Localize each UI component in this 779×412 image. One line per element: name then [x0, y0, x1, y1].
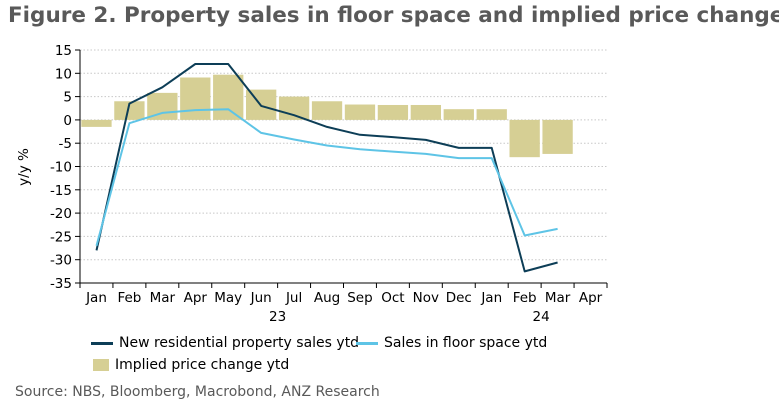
x-tick-label: Mar — [545, 290, 571, 306]
y-tick-label: 15 — [55, 43, 72, 59]
price-change-bar — [311, 101, 343, 120]
chart-title: Figure 2. Property sales in floor space … — [8, 3, 779, 28]
price-change-bar — [213, 74, 244, 120]
x-year-label: 23 — [269, 309, 286, 325]
price-change-bar — [509, 119, 540, 158]
y-tick-label: -5 — [59, 136, 72, 152]
legend-swatch-light-line — [356, 341, 378, 345]
x-tick-label: Nov — [413, 290, 439, 306]
legend-label-implied-price: Implied price change ytd — [115, 357, 290, 373]
price-change-bar — [443, 109, 474, 120]
y-tick-label: -15 — [50, 183, 72, 199]
price-change-bar — [278, 96, 310, 120]
price-change-bar — [344, 104, 376, 120]
x-tick-label: Apr — [579, 290, 603, 306]
y-axis-label: y/y % — [16, 148, 32, 186]
price-change-bar — [410, 104, 441, 120]
x-tick-label: Jan — [85, 290, 107, 306]
x-tick-label: Jul — [285, 290, 302, 306]
legend-swatch-dark-line — [91, 341, 113, 345]
x-year-label: 24 — [533, 309, 550, 325]
x-tick-label: Aug — [314, 290, 340, 306]
series-line-floor-space — [95, 108, 558, 246]
price-change-bar — [81, 119, 112, 127]
y-tick-label: -20 — [50, 206, 72, 222]
y-tick-label: 5 — [63, 90, 72, 106]
y-tick-label: 0 — [63, 113, 72, 129]
x-tick-label: Jun — [250, 290, 272, 306]
price-change-bar — [114, 101, 145, 120]
y-tick-label: -35 — [50, 276, 72, 292]
series-line-new-residential — [95, 63, 558, 273]
x-tick-label: Sep — [347, 290, 372, 306]
x-tick-label: Feb — [513, 290, 537, 306]
x-tick-label: Apr — [184, 290, 208, 306]
x-tick-label: May — [214, 290, 242, 306]
legend-item-implied-price: Implied price change ytd — [93, 357, 289, 373]
x-tick-label: Feb — [117, 290, 141, 306]
y-tick-label: -10 — [50, 160, 72, 176]
legend-item-floor-space: Sales in floor space ytd — [356, 335, 547, 351]
x-tick-label: Oct — [381, 290, 404, 306]
legend-swatch-bar — [93, 359, 109, 371]
legend-label-new-residential: New residential property sales ytd — [119, 335, 360, 351]
x-tick-label: Dec — [446, 290, 472, 306]
legend-item-new-residential: New residential property sales ytd — [91, 335, 359, 351]
y-tick-label: -25 — [50, 229, 72, 245]
x-tick-label: Jan — [480, 290, 502, 306]
x-tick-label: Mar — [150, 290, 176, 306]
price-change-bar — [476, 109, 507, 120]
legend-label-floor-space: Sales in floor space ytd — [384, 335, 548, 351]
price-change-bar — [542, 119, 573, 154]
price-change-bar — [377, 104, 409, 120]
price-change-bar — [180, 77, 211, 120]
source-note: Source: NBS, Bloomberg, Macrobond, ANZ R… — [15, 384, 380, 400]
y-tick-label: 10 — [55, 66, 72, 82]
y-tick-label: -30 — [50, 253, 72, 269]
